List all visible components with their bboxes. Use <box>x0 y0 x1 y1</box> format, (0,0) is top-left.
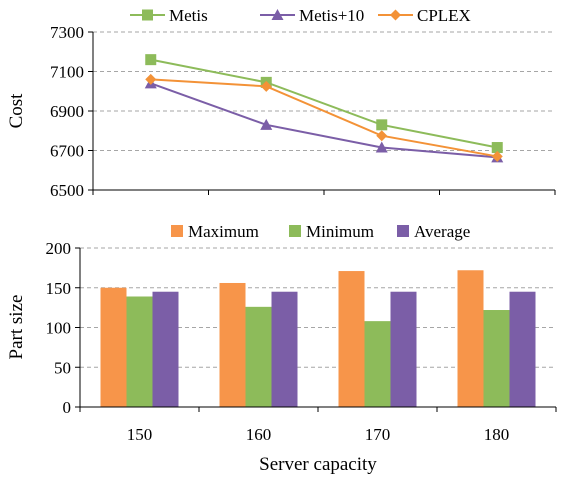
part-size-bars <box>100 270 536 407</box>
legend-label-cplex: CPLEX <box>417 6 471 25</box>
server-capacity-tick-label-170: 170 <box>365 425 391 444</box>
part-size-y-axis-label: Part size <box>6 295 27 360</box>
server-capacity-tick-label-160: 160 <box>246 425 272 444</box>
line-metis <box>150 58 498 149</box>
point-cplex-170 <box>376 130 388 142</box>
legend-item-metis-10: Metis+10 <box>260 6 364 25</box>
legend-label-maximum: Maximum <box>188 222 259 241</box>
point-cplex-150 <box>145 73 157 85</box>
server-capacity-x-axis-label: Server capacity <box>259 454 377 475</box>
part-size-y-tick-label-150: 150 <box>46 279 72 298</box>
part-size-y-tick-label-200: 200 <box>46 239 72 258</box>
bar-minimum-170 <box>364 321 391 407</box>
series-minimum <box>126 296 510 407</box>
legend-marker-cplex <box>390 9 401 21</box>
bar-maximum-170 <box>338 271 365 407</box>
bar-maximum-150 <box>100 287 127 407</box>
cost-y-tick-label-6900: 6900 <box>50 102 84 121</box>
point-metis-150 <box>145 54 157 66</box>
bar-maximum-180 <box>457 270 484 407</box>
legend-item-metis: Metis <box>130 6 208 25</box>
legend-marker-metis-10 <box>271 9 284 20</box>
legend-item-maximum: Maximum <box>171 222 259 241</box>
part-size-bar-chart: 0 50 100 150 200 150 160 170 180 Maximum Minimum… <box>6 222 557 475</box>
cost-y-tick-label-6700: 6700 <box>50 142 84 161</box>
legend-label-metis: Metis <box>169 6 208 25</box>
line-cplex <box>150 78 498 158</box>
part-size-axes <box>75 247 557 412</box>
legend-item-minimum: Minimum <box>289 222 374 241</box>
bar-minimum-160 <box>245 306 272 407</box>
series-maximum <box>100 270 484 407</box>
series-average <box>152 291 536 407</box>
cost-y-tick-labels: 6500 6700 6900 7100 7300 <box>50 23 84 200</box>
point-metis-10-160 <box>260 118 273 130</box>
legend-swatch-maximum <box>171 225 183 237</box>
cost-legend: Metis Metis+10 CPLEX <box>130 6 471 25</box>
point-metis-10-170 <box>375 141 388 153</box>
cost-y-axis-label: Cost <box>6 93 27 129</box>
cost-axes <box>88 31 556 195</box>
server-capacity-tick-label-180: 180 <box>484 425 510 444</box>
series-cplex <box>145 73 503 162</box>
point-cplex-160 <box>260 80 272 92</box>
cost-series <box>144 54 504 163</box>
part-size-y-tick-label-100: 100 <box>46 319 72 338</box>
cost-y-tick-label-7300: 7300 <box>50 23 84 42</box>
legend-marker-metis <box>142 9 153 21</box>
point-cplex-180 <box>491 150 503 162</box>
point-metis-170 <box>376 119 388 131</box>
series-metis-10 <box>144 77 504 163</box>
server-capacity-tick-label-150: 150 <box>127 425 153 444</box>
bar-average-160 <box>271 291 298 407</box>
part-size-legend: Maximum Minimum Average <box>171 222 470 241</box>
cost-y-tick-label-6500: 6500 <box>50 181 84 200</box>
bar-minimum-150 <box>126 296 153 407</box>
part-size-y-tick-labels: 0 50 100 150 200 <box>46 239 72 417</box>
part-size-y-tick-label-0: 0 <box>63 398 72 417</box>
line-metis-10 <box>150 82 498 159</box>
legend-swatch-minimum <box>289 225 301 237</box>
server-capacity-tick-labels: 150 160 170 180 <box>127 425 510 444</box>
cost-gridlines <box>93 31 555 151</box>
series-metis <box>145 54 503 154</box>
legend-label-metis-10: Metis+10 <box>299 6 364 25</box>
cost-y-tick-label-7100: 7100 <box>50 63 84 82</box>
bar-maximum-160 <box>219 282 246 407</box>
legend-label-minimum: Minimum <box>306 222 374 241</box>
part-size-y-tick-label-50: 50 <box>54 358 71 377</box>
legend-swatch-average <box>397 225 409 237</box>
bar-average-150 <box>152 291 179 407</box>
legend-item-cplex: CPLEX <box>378 6 471 25</box>
point-metis-180 <box>491 142 503 154</box>
legend-item-average: Average <box>397 222 470 241</box>
bar-minimum-180 <box>483 310 510 407</box>
legend-label-average: Average <box>414 222 470 241</box>
bar-average-170 <box>390 291 417 407</box>
bar-average-180 <box>509 291 536 407</box>
